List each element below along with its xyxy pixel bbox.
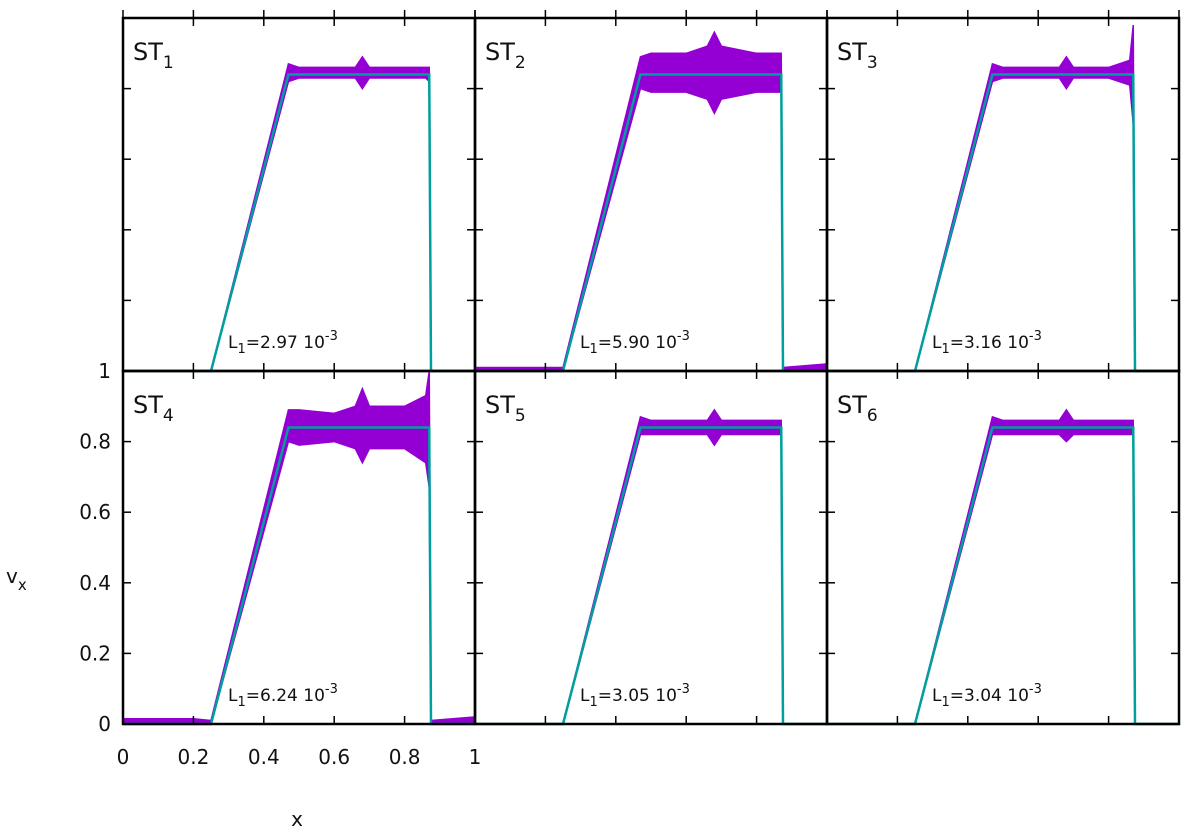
annotation: L1=3.05 10-3 <box>580 682 690 710</box>
panel-label-sub: 1 <box>163 53 174 73</box>
panel-label-sub: 3 <box>867 53 878 73</box>
numerical-band <box>827 24 1179 372</box>
numerical-band <box>827 408 1179 725</box>
annotation-part: =2.97 10 <box>246 333 325 353</box>
y-axis-label: vx <box>6 564 27 594</box>
panel-frame <box>825 369 1181 726</box>
annotation-part: =5.90 10 <box>598 333 677 353</box>
x-tick-label: 0.6 <box>318 745 350 769</box>
panel-label: ST3 <box>837 38 878 73</box>
annotation-part: -3 <box>677 329 690 344</box>
numerical-band <box>122 370 476 725</box>
numerical-band <box>474 30 828 372</box>
annotation-part: 1 <box>237 695 245 710</box>
exact-line <box>123 73 475 373</box>
panel-label: ST2 <box>485 38 526 73</box>
annotation-part: L <box>932 333 942 353</box>
annotation-part: -3 <box>1029 329 1042 344</box>
annotation-part: =6.24 10 <box>246 686 325 706</box>
annotation: L1=2.97 10-3 <box>228 329 338 357</box>
annotation-part: -3 <box>325 329 338 344</box>
annotation: L1=5.90 10-3 <box>580 329 690 357</box>
x-tick-label: 0.4 <box>248 745 280 769</box>
numerical-band <box>475 408 827 725</box>
annotation-part: =3.16 10 <box>950 333 1029 353</box>
annotation-part: 1 <box>589 695 597 710</box>
y-tick-label: 0.8 <box>79 430 111 454</box>
panel-label: ST4 <box>133 391 174 426</box>
annotation-part: 1 <box>589 342 597 357</box>
y-tick-label: 0.6 <box>79 500 111 524</box>
y-tick-label: 0.4 <box>79 571 111 595</box>
exact-line <box>827 73 1179 373</box>
panel-label-sub: 6 <box>867 406 878 426</box>
panel-label-text: ST <box>485 38 515 66</box>
annotation-part: -3 <box>325 682 338 697</box>
annotation-part: 1 <box>941 342 949 357</box>
exact-line <box>475 73 827 373</box>
panel-label-text: ST <box>133 38 163 66</box>
annotation-part: -3 <box>677 682 690 697</box>
y-axis-label-sub: x <box>18 576 27 594</box>
annotation-part: L <box>228 686 238 706</box>
y-tick-label: 1 <box>98 359 111 383</box>
panel-label: ST1 <box>133 38 174 73</box>
y-axis-label-text: v <box>6 564 18 588</box>
panel-label-sub: 4 <box>163 406 174 426</box>
x-tick-label: 0.8 <box>389 745 421 769</box>
exact-line <box>123 426 475 726</box>
numerical-band <box>123 55 475 372</box>
y-tick-label: 0 <box>98 712 111 736</box>
annotation: L1=3.16 10-3 <box>932 329 1042 357</box>
panel-label-sub: 5 <box>515 406 526 426</box>
exact-line <box>475 426 827 726</box>
panel-label-text: ST <box>837 391 867 419</box>
annotation-part: L <box>580 333 590 353</box>
panel-label-text: ST <box>837 38 867 66</box>
annotation-part: 1 <box>941 695 949 710</box>
x-tick-label: 1 <box>469 745 482 769</box>
annotation-part: =3.05 10 <box>598 686 677 706</box>
panel-label-text: ST <box>485 391 515 419</box>
annotation-part: =3.04 10 <box>950 686 1029 706</box>
panel-label-sub: 2 <box>515 53 526 73</box>
x-tick-label: 0 <box>117 745 130 769</box>
exact-line <box>827 426 1179 726</box>
x-axis-label: x <box>291 807 303 831</box>
annotation: L1=3.04 10-3 <box>932 682 1042 710</box>
panel-label-text: ST <box>133 391 163 419</box>
annotation-part: -3 <box>1029 682 1042 697</box>
annotation-part: 1 <box>237 342 245 357</box>
panel-label: ST6 <box>837 391 878 426</box>
annotation-part: L <box>228 333 238 353</box>
panel-label: ST5 <box>485 391 526 426</box>
annotation: L1=6.24 10-3 <box>228 682 338 710</box>
x-tick-label: 0.2 <box>177 745 209 769</box>
y-tick-label: 0.2 <box>79 641 111 665</box>
annotation-part: L <box>580 686 590 706</box>
annotation-part: L <box>932 686 942 706</box>
